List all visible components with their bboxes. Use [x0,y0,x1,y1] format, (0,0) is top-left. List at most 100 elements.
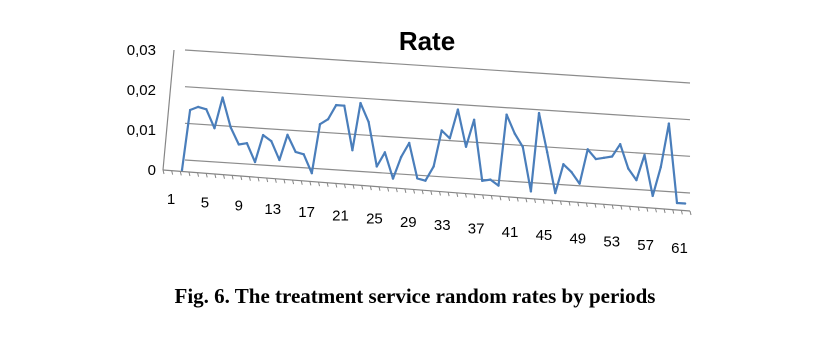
data-point [667,122,671,125]
x-tick-label: 53 [603,234,620,251]
x-tick-label: 13 [264,201,281,218]
data-point [375,165,378,168]
data-point [602,156,606,159]
x-tick-mark [335,183,338,188]
x-tick-label: 45 [536,227,553,244]
data-point [359,101,362,105]
y-tick-label: 0 [148,162,156,179]
x-tick-mark [430,190,433,195]
data-point [610,155,614,158]
x-tick-mark [300,180,303,185]
x-tick-mark [663,208,666,214]
data-point [586,148,589,151]
data-point [627,167,630,170]
x-tick-label: 33 [434,217,451,234]
data-point [464,145,468,148]
x-tick-mark [646,207,649,212]
x-tick-mark [482,194,485,199]
gridline [184,49,691,84]
x-tick-mark [369,186,372,191]
x-tick-mark [456,192,459,197]
data-point [651,194,654,198]
x-tick-mark [197,172,200,177]
x-tick-mark [534,198,536,204]
x-tick-mark [387,187,390,192]
data-point [229,126,232,129]
data-point [408,141,411,145]
data-point [270,139,273,143]
data-point [489,178,492,181]
axes [162,49,692,216]
data-point [529,190,533,193]
x-tick-mark [214,173,217,179]
data-point [497,184,500,187]
x-tick-mark [326,182,329,187]
x-tick-mark [292,179,295,185]
data-point [286,133,289,137]
x-tick-mark [274,178,277,183]
x-tick-mark [378,186,381,191]
rate-chart: 0 0,01 0,02 0,03 1 5 9 13 17 21 25 29 33 37 41 45 49 53 5… [127,26,692,257]
x-tick-mark [395,188,398,193]
data-point [261,133,265,137]
x-tick-mark [309,181,312,186]
x-axis [162,169,691,212]
x-tick-mark [447,192,450,197]
x-tick-mark [188,171,191,177]
series-layer [180,96,687,205]
data-point [440,129,443,132]
x-tick-mark [205,173,208,178]
x-tick-mark [240,175,243,181]
x-tick-mark [231,175,234,180]
data-point [326,118,330,121]
x-tick-mark [577,202,580,207]
x-tick-label: 37 [468,221,485,238]
x-tick-label: 57 [637,237,654,254]
data-point [180,168,184,172]
data-point [643,153,646,157]
gridline [184,122,691,157]
data-point [302,153,305,156]
x-tick-label: 5 [201,194,209,211]
x-tick-mark [352,184,355,189]
data-point [675,201,679,205]
x-tick-label: 9 [235,198,243,215]
x-tick-mark [594,203,597,208]
data-point [318,122,322,126]
x-tick-label: 21 [332,207,349,224]
x-tick-mark [603,204,606,209]
data-point [310,171,314,175]
x-tick-mark [421,190,424,195]
data-point [635,178,638,182]
data-point [245,141,249,145]
data-point [554,191,557,195]
x-tick-label: 49 [569,230,586,247]
data-point [343,104,346,107]
data-point [562,163,565,166]
data-point [221,96,224,99]
x-tick-mark [672,209,675,214]
data-point [237,143,241,146]
x-tick-mark [525,198,528,203]
x-tick-label: 41 [502,224,519,241]
data-point [683,202,687,205]
y-tick-label: 0,03 [127,42,156,59]
x-tick-label: 29 [400,214,417,231]
x-tick-mark [171,170,174,175]
x-tick-mark [637,206,640,212]
data-point [594,157,598,161]
data-point [505,113,508,116]
y-tick-labels: 0 0,01 0,02 0,03 [127,42,156,179]
data-point [334,103,338,107]
x-tick-mark [585,202,588,208]
x-tick-mark [413,189,416,194]
data-point [545,150,549,154]
data-point [448,137,451,140]
chart-title: Rate [399,26,455,56]
x-tick-mark [266,177,269,183]
x-tick-mark [162,169,165,175]
x-tick-mark [551,200,554,205]
x-tick-mark [516,197,519,202]
x-tick-mark [542,199,545,204]
x-tick-mark [490,195,493,200]
